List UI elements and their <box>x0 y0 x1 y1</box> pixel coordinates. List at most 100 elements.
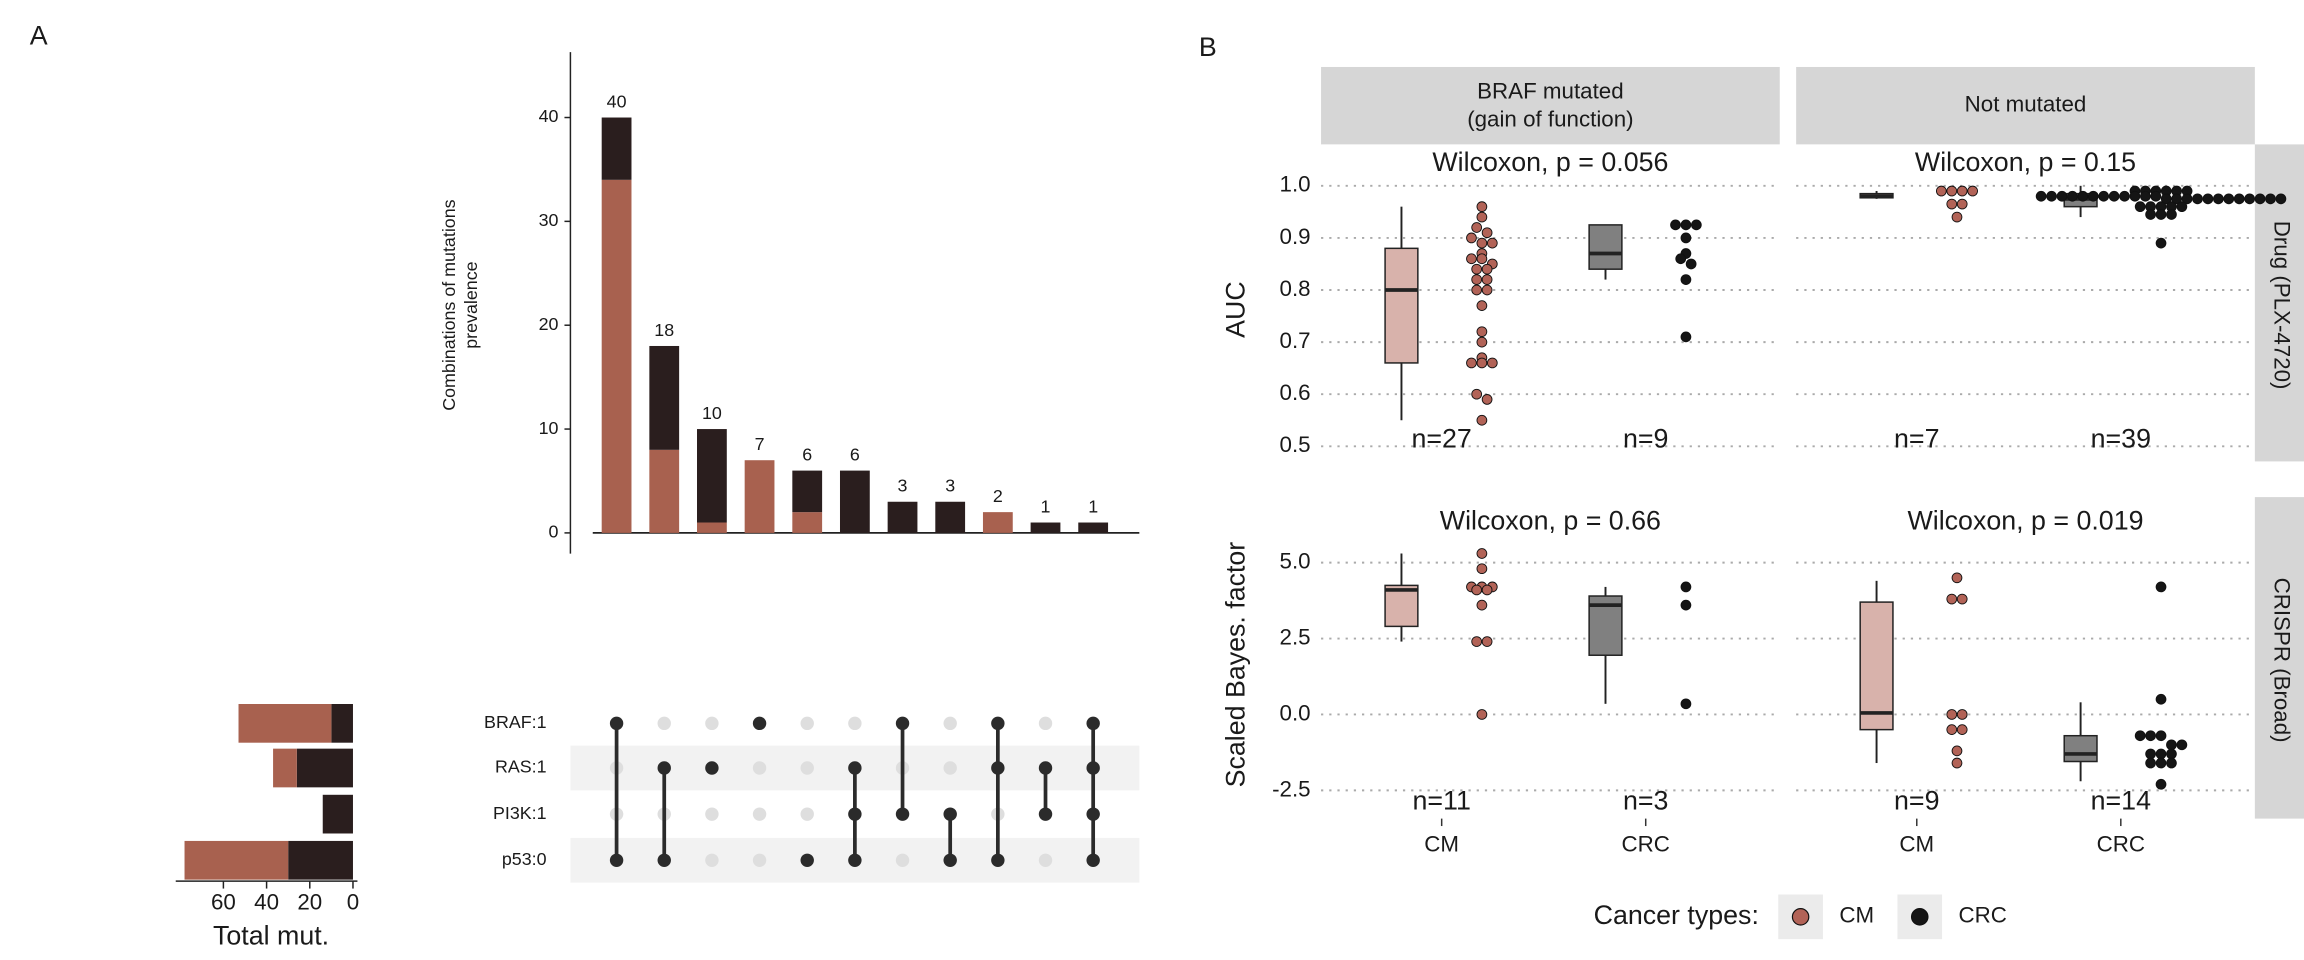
facet-strip <box>2254 497 2304 819</box>
point <box>1481 284 1493 296</box>
bar-segment <box>238 704 332 743</box>
y-tick-label: 0.6 <box>1280 380 1311 405</box>
active-dot <box>1086 761 1100 775</box>
bar-total-label: 7 <box>755 434 765 454</box>
bar-segment <box>697 429 727 523</box>
n-label: n=9 <box>1894 785 1939 815</box>
legend-label: CRC <box>1958 903 2006 928</box>
active-dot <box>1086 807 1100 821</box>
active-dot <box>609 716 624 731</box>
point <box>1486 237 1498 249</box>
bar-total-label: 1 <box>1088 496 1098 516</box>
point <box>2119 190 2130 202</box>
point <box>1951 572 1963 584</box>
bar-total-label: 1 <box>1041 496 1051 516</box>
point <box>2108 190 2120 202</box>
x-tick-label: CRC <box>2097 831 2145 856</box>
n-label: n=11 <box>1412 785 1470 815</box>
point <box>1685 258 1697 270</box>
point <box>2254 193 2266 205</box>
point <box>1476 237 1488 249</box>
inactive-dot <box>895 853 910 867</box>
set-label: RAS:1 <box>495 757 547 777</box>
point <box>2213 193 2224 205</box>
point <box>1476 326 1488 338</box>
point <box>1476 414 1488 426</box>
bar-segment <box>649 449 680 533</box>
point <box>2155 778 2167 790</box>
inactive-dot <box>943 716 957 731</box>
point <box>2035 190 2047 202</box>
point <box>2145 209 2156 220</box>
y-tick-label: 5.0 <box>1280 549 1311 574</box>
point <box>1680 581 1692 593</box>
point <box>1471 584 1483 596</box>
bar-segment <box>601 179 632 533</box>
point <box>1680 232 1692 244</box>
n-label: n=39 <box>2091 424 2151 454</box>
x-tick-label: 20 <box>297 889 322 914</box>
annotation: Wilcoxon, p = 0.019 <box>1907 506 2143 536</box>
point <box>1690 219 1702 231</box>
bar-segment <box>273 748 297 788</box>
active-dot <box>943 853 957 867</box>
point <box>2140 190 2151 202</box>
inactive-dot <box>1038 716 1053 731</box>
x-tick-label: 40 <box>254 889 279 914</box>
y-tick-label: 1.0 <box>1280 172 1311 197</box>
point <box>2155 209 2167 220</box>
point <box>2077 190 2089 202</box>
point <box>1956 185 1968 197</box>
y-tick-label: 0 <box>549 522 559 542</box>
inactive-dot <box>705 716 719 731</box>
point <box>1680 331 1692 343</box>
set-label: PI3K:1 <box>493 803 547 823</box>
x-tick-label: CM <box>1424 831 1459 856</box>
active-dot <box>895 716 910 731</box>
annotation: Wilcoxon, p = 0.15 <box>1915 147 2136 177</box>
bar-segment <box>331 704 353 743</box>
point <box>2166 209 2177 220</box>
point <box>1670 219 1681 231</box>
active-dot <box>895 807 910 821</box>
point <box>1680 698 1692 710</box>
x-tick-label: 0 <box>347 889 359 914</box>
point <box>1481 263 1493 275</box>
y-tick-label: 20 <box>539 314 559 334</box>
legend-label: CM <box>1839 903 1874 928</box>
inactive-dot <box>848 716 862 731</box>
active-dot <box>705 761 719 775</box>
bar-total-label: 3 <box>945 476 955 496</box>
inactive-dot <box>1038 853 1053 867</box>
facet-strip-label: CRISPR (Broad) <box>2269 578 2294 743</box>
bar-segment <box>601 117 632 180</box>
point <box>1481 394 1493 405</box>
y-tick-label: 0.8 <box>1280 276 1311 301</box>
box <box>1384 247 1419 364</box>
y-tick-label: -2.5 <box>1272 776 1310 801</box>
x-tick-label: CRC <box>1622 831 1670 856</box>
point <box>2265 193 2276 205</box>
point <box>1951 757 1963 769</box>
active-dot <box>991 761 1005 775</box>
y-axis-title: AUC <box>1221 281 1251 338</box>
point <box>2233 193 2245 205</box>
facet-strip-label: BRAF mutated (gain of function) <box>1467 78 1633 131</box>
active-dot <box>848 853 862 867</box>
point <box>1481 227 1493 239</box>
point <box>2150 190 2162 202</box>
point <box>1956 198 1968 210</box>
y-tick-label: 30 <box>539 210 559 230</box>
bar-segment <box>744 460 775 533</box>
point <box>1471 222 1483 233</box>
inactive-dot <box>752 853 767 867</box>
point <box>1476 548 1488 559</box>
point <box>1481 584 1493 596</box>
point <box>1946 709 1958 720</box>
point <box>2145 757 2156 769</box>
point <box>2067 190 2078 202</box>
active-dot <box>1086 716 1100 731</box>
point <box>1471 274 1483 285</box>
bar-segment <box>322 794 353 834</box>
